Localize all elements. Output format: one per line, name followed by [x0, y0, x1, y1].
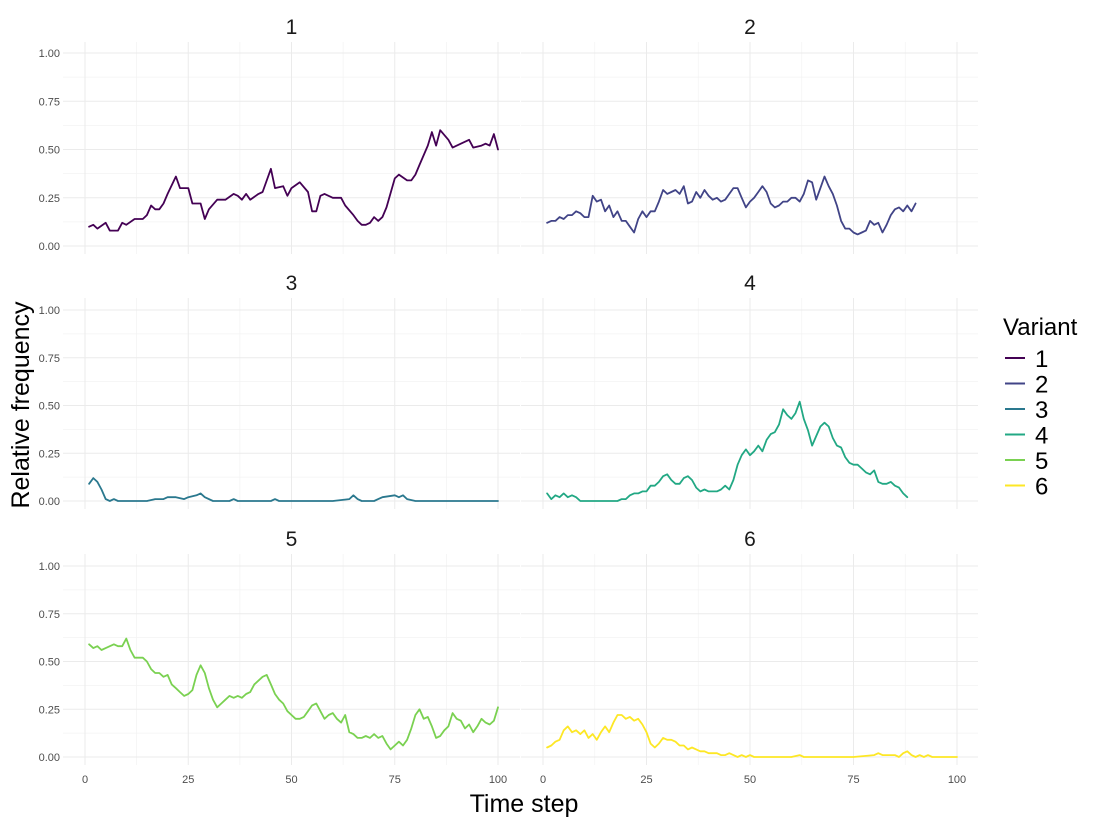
y-axis-title: Relative frequency	[7, 301, 35, 509]
x-axis-title: Time step	[470, 790, 579, 818]
facet-panels: 10.000.250.500.751.00230.000.250.500.751…	[39, 16, 978, 786]
facet-panel-4: 4	[521, 272, 978, 509]
y-tick-label: 0.75	[39, 96, 60, 108]
facet-panel-3: 3 0.00 0.25 0.50 0.75 1.00	[39, 272, 520, 509]
y-tick-label: 0.00	[39, 241, 60, 253]
facet-panel-5: 5 0.00 0.25 0.50 0.75 1.00 0 25 50 75 100	[39, 528, 520, 786]
legend-label: 4	[1035, 423, 1048, 450]
y-tick-label: 1.00	[39, 48, 60, 60]
series-line-2	[546, 175, 917, 236]
y-tick-label: 0.00	[39, 752, 60, 764]
series-line-1	[88, 129, 499, 232]
x-tick-label: 50	[285, 774, 297, 786]
y-tick-label: 1.00	[39, 561, 60, 573]
legend-label: 2	[1035, 372, 1048, 399]
legend-entry-1: 1	[1005, 346, 1048, 373]
legend-entry-2: 2	[1005, 372, 1048, 399]
legend-entry-4: 4	[1005, 423, 1048, 450]
facet-panel-2: 2	[521, 16, 978, 254]
x-tick-label: 75	[847, 774, 859, 786]
x-tick-label: 0	[540, 774, 546, 786]
facet-title: 2	[744, 16, 756, 39]
y-tick-label: 0.50	[39, 657, 60, 669]
x-tick-label: 25	[182, 774, 194, 786]
legend-label: 1	[1035, 346, 1048, 373]
y-tick-label: 0.25	[39, 448, 60, 460]
y-tick-label: 0.50	[39, 401, 60, 413]
series-line-6	[546, 714, 958, 758]
legend-entry-6: 6	[1005, 474, 1048, 501]
y-tick-label: 0.25	[39, 193, 60, 205]
x-tick-label: 75	[389, 774, 401, 786]
legend-title: Variant	[1003, 314, 1078, 341]
facet-title: 6	[744, 528, 756, 551]
legend-label: 6	[1035, 474, 1048, 501]
legend-entry-5: 5	[1005, 448, 1048, 475]
series-line-3	[88, 477, 499, 502]
y-tick-label: 0.50	[39, 145, 60, 157]
y-tick-label: 0.25	[39, 704, 60, 716]
y-tick-label: 1.00	[39, 305, 60, 317]
x-tick-label: 100	[948, 774, 966, 786]
facet-title: 4	[744, 272, 756, 295]
x-tick-label: 25	[640, 774, 652, 786]
y-tick-label: 0.75	[39, 353, 60, 365]
x-tick-label: 50	[744, 774, 756, 786]
x-tick-label: 100	[489, 774, 507, 786]
y-tick-label: 0.75	[39, 609, 60, 621]
y-tick-label: 0.00	[39, 496, 60, 508]
facet-title: 5	[286, 528, 298, 551]
facet-title: 3	[286, 272, 298, 295]
facet-panel-1: 1 0.00 0.25 0.50 0.75 1.00	[39, 16, 520, 254]
x-tick-label: 0	[82, 774, 88, 786]
facet-panel-6: 6 0 25 50 75 100	[521, 528, 978, 786]
series-line-5	[88, 637, 499, 751]
legend-entry-3: 3	[1005, 397, 1048, 424]
series-line-4	[546, 400, 909, 502]
facet-title: 1	[286, 16, 298, 39]
legend-label: 3	[1035, 397, 1048, 424]
legend-label: 5	[1035, 448, 1048, 475]
